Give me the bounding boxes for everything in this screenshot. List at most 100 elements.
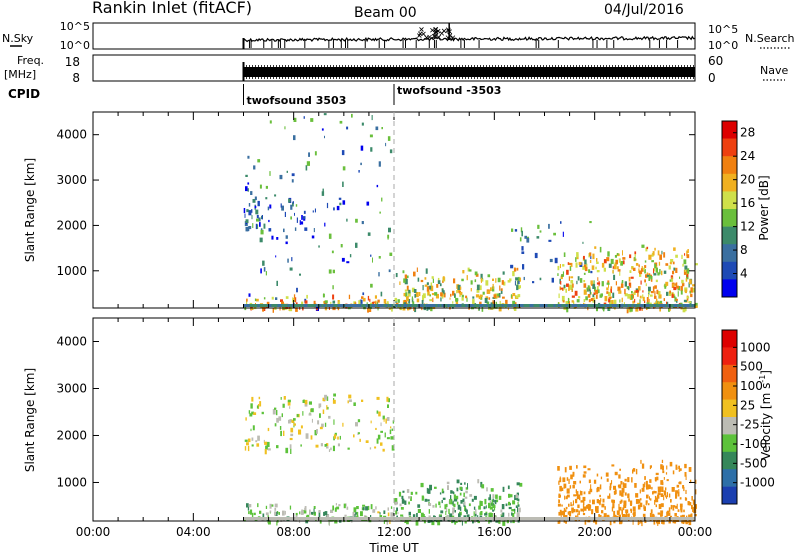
echo-cell (637, 504, 641, 510)
echo-cell (572, 500, 574, 506)
echo-cell (472, 520, 474, 524)
baseline-cell (495, 304, 498, 307)
echo-cell (455, 298, 459, 302)
echo-cell (590, 291, 592, 295)
echo-cell (607, 495, 611, 499)
baseline-cell (487, 304, 490, 307)
echo-cell (251, 209, 253, 213)
baseline-cell (461, 517, 464, 520)
colorbar-swatch (722, 156, 737, 175)
baseline-cell (649, 517, 652, 520)
echo-cell (296, 287, 298, 293)
echo-cell (370, 420, 372, 424)
baseline-cell (399, 517, 402, 520)
echo-cell (663, 270, 667, 274)
echo-cell (492, 494, 495, 499)
echo-cell (304, 506, 307, 511)
echo-cell (686, 296, 690, 299)
baseline-cell (301, 304, 304, 307)
echo-cell (487, 274, 491, 278)
baseline-cell (319, 517, 322, 520)
y-tick-label: 1000 (56, 264, 87, 278)
echo-cell (375, 427, 377, 430)
echo-cell (424, 284, 428, 287)
echo-cell (334, 432, 337, 436)
echo-cell (323, 113, 327, 116)
baseline-cell (415, 517, 418, 520)
echo-cell (657, 492, 661, 495)
echo-cell (289, 505, 292, 510)
echo-cell (566, 488, 570, 494)
echo-cell (429, 299, 432, 302)
echo-cell (660, 493, 663, 497)
echo-cell (411, 298, 414, 303)
baseline-cell (283, 517, 286, 520)
echo-cell (459, 506, 462, 511)
baseline-cell (439, 517, 442, 520)
baseline-cell (675, 517, 678, 520)
baseline-cell (287, 304, 290, 307)
echo-cell (563, 252, 566, 257)
echo-cell (627, 513, 630, 517)
baseline-cell (249, 304, 252, 307)
colorbar-swatch (722, 417, 737, 435)
echo-cell (244, 446, 247, 451)
echo-cell (354, 513, 356, 519)
echo-cell (563, 483, 567, 488)
echo-cell (536, 236, 540, 239)
echo-cell (569, 284, 572, 290)
echo-cell (244, 518, 246, 522)
baseline-cell (419, 517, 422, 520)
echo-cell (562, 300, 565, 303)
baseline-cell (353, 517, 356, 520)
echo-cell (689, 479, 692, 484)
freq-left-tick-bottom: 8 (72, 71, 80, 85)
baseline-cell (389, 517, 392, 520)
baseline-cell (401, 517, 404, 520)
echo-cell (661, 270, 663, 276)
echo-cell (560, 221, 562, 224)
echo-cell (680, 305, 683, 310)
echo-cell (342, 181, 344, 187)
echo-cell (332, 445, 335, 452)
echo-cell (244, 439, 248, 442)
colorbar-swatch (722, 451, 737, 470)
echo-cell (685, 520, 688, 525)
colorbar-swatch (722, 209, 737, 227)
echo-cell (408, 299, 411, 304)
echo-cell (635, 493, 639, 498)
noise-spike-mark (433, 33, 438, 39)
echo-cell (322, 294, 325, 298)
echo-cell (257, 200, 260, 207)
echo-cell (559, 476, 561, 479)
echo-cell (682, 307, 686, 313)
echo-cell (557, 302, 559, 305)
echo-cell (596, 282, 601, 285)
echo-cell (648, 292, 650, 295)
echo-cell (454, 510, 456, 513)
echo-cell (512, 293, 516, 297)
echo-cell (434, 486, 437, 489)
echo-cell (638, 264, 640, 268)
echo-cell (379, 512, 381, 515)
baseline-cell (639, 517, 642, 520)
echo-cell (492, 278, 494, 281)
echo-cell (577, 504, 580, 509)
echo-cell (495, 499, 499, 503)
echo-cell (376, 396, 380, 400)
echo-cell (689, 514, 691, 519)
echo-cell (566, 306, 569, 313)
baseline-cell (271, 304, 274, 307)
echo-cell (480, 511, 483, 516)
echo-cell (280, 430, 282, 437)
echo-cell (265, 197, 268, 200)
baseline-cell (637, 517, 640, 520)
echo-cell (582, 513, 586, 516)
echo-cell (610, 258, 614, 264)
echo-cell (269, 120, 272, 124)
echo-cell (665, 281, 669, 286)
echo-cell (565, 288, 567, 293)
power-ylabel: Slant Range [km] (23, 158, 37, 262)
echo-cell (389, 429, 392, 435)
echo-cell (477, 520, 480, 524)
